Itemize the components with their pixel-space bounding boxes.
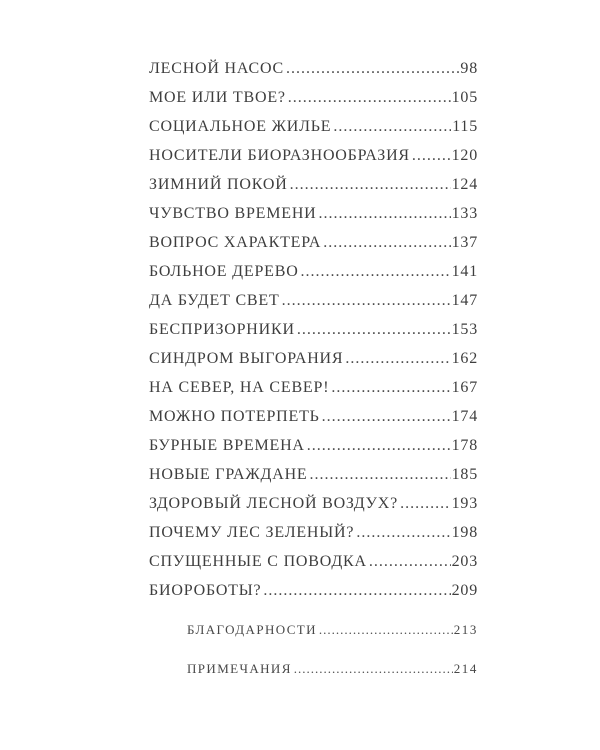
toc-entry-title: БУРНЫЕ ВРЕМЕНА <box>149 437 305 454</box>
toc-entry-page: 115 <box>452 118 478 135</box>
toc-entry-title: БОЛЬНОЕ ДЕРЕВО <box>149 263 299 280</box>
toc-entry: СОЦИАЛЬНОЕ ЖИЛЬЕ 115 <box>149 112 478 141</box>
toc-entry-page: 147 <box>451 292 478 309</box>
toc-entry: ЗИМНИЙ ПОКОЙ 124 <box>149 170 478 199</box>
toc-entry: МОЕ ИЛИ ТВОЕ? 105 <box>149 83 478 112</box>
toc-entry-page: 213 <box>453 622 478 637</box>
dot-leader <box>333 112 451 141</box>
table-of-contents: ЛЕСНОЙ НАСОС 98 МОЕ ИЛИ ТВОЕ? 105 СОЦИАЛ… <box>0 0 600 683</box>
toc-entry-page: 174 <box>451 408 478 425</box>
toc-entry-page: 203 <box>451 553 478 570</box>
toc-entry-page: 153 <box>451 321 478 338</box>
toc-entry-acknowledgments: БЛАГОДАРНОСТИ 213 <box>149 615 478 644</box>
dot-leader <box>282 286 451 315</box>
toc-entry-title: ЗДОРОВЫЙ ЛЕСНОЙ ВОЗДУХ? <box>149 495 399 512</box>
toc-entry: ВОПРОС ХАРАКТЕРА 137 <box>149 228 478 257</box>
dot-leader <box>288 83 451 112</box>
dot-leader <box>331 373 450 402</box>
dot-leader <box>290 170 451 199</box>
toc-entry-page: 185 <box>451 466 478 483</box>
toc-entry-title: ПОЧЕМУ ЛЕС ЗЕЛЕНЫЙ? <box>149 524 355 541</box>
toc-entry-title: НА СЕВЕР, НА СЕВЕР! <box>149 379 330 396</box>
dot-leader <box>412 141 451 170</box>
dot-leader <box>322 402 451 431</box>
toc-entry: БУРНЫЕ ВРЕМЕНА 178 <box>149 431 478 460</box>
dot-leader <box>400 489 451 518</box>
toc-entry-title: СИНДРОМ ВЫГОРАНИЯ <box>149 350 344 367</box>
toc-entry-page: 193 <box>451 495 478 512</box>
toc-entry-page: 214 <box>453 661 478 676</box>
dot-leader <box>301 257 451 286</box>
toc-entry: НА СЕВЕР, НА СЕВЕР! 167 <box>149 373 478 402</box>
toc-entry: ДА БУДЕТ СВЕТ 147 <box>149 286 478 315</box>
dot-leader <box>319 615 453 644</box>
toc-entry: ЗДОРОВЫЙ ЛЕСНОЙ ВОЗДУХ? 193 <box>149 489 478 518</box>
toc-entry: СПУЩЕННЫЕ С ПОВОДКА 203 <box>149 547 478 576</box>
toc-entry-page: 162 <box>451 350 478 367</box>
toc-entry: МОЖНО ПОТЕРПЕТЬ 174 <box>149 402 478 431</box>
dot-leader <box>319 199 451 228</box>
toc-entry-page: 178 <box>451 437 478 454</box>
toc-entry-title: ЛЕСНОЙ НАСОС <box>149 60 284 77</box>
toc-entry-notes: ПРИМЕЧАНИЯ 214 <box>149 654 478 683</box>
toc-entry-title: МОЖНО ПОТЕРПЕТЬ <box>149 408 320 425</box>
toc-entry-page: 120 <box>451 147 478 164</box>
dot-leader <box>345 344 450 373</box>
dot-leader <box>356 518 450 547</box>
toc-entry-title: СПУЩЕННЫЕ С ПОВОДКА <box>149 553 367 570</box>
toc-entry-title: СОЦИАЛЬНОЕ ЖИЛЬЕ <box>149 118 332 135</box>
toc-entry-title: ПРИМЕЧАНИЯ <box>187 661 292 676</box>
toc-entry-page: 141 <box>451 263 478 280</box>
toc-entry-page: 198 <box>451 524 478 541</box>
dot-leader <box>307 431 451 460</box>
dot-leader <box>263 576 450 605</box>
toc-entry-title: БЕСПРИЗОРНИКИ <box>149 321 295 338</box>
toc-entry-page: 124 <box>451 176 478 193</box>
toc-entry-title: ЗИМНИЙ ПОКОЙ <box>149 176 288 193</box>
dot-leader <box>297 315 451 344</box>
toc-entry-page: 167 <box>451 379 478 396</box>
toc-entry: БОЛЬНОЕ ДЕРЕВО 141 <box>149 257 478 286</box>
dot-leader <box>294 654 453 683</box>
toc-entry-page: 137 <box>451 234 478 251</box>
toc-entry-title: ВОПРОС ХАРАКТЕРА <box>149 234 322 251</box>
toc-entry-title: БЛАГОДАРНОСТИ <box>187 622 317 637</box>
toc-entry-title: БИОРОБОТЫ? <box>149 582 262 599</box>
dot-leader <box>323 228 450 257</box>
dot-leader <box>286 54 459 83</box>
toc-entry: НОВЫЕ ГРАЖДАНЕ 185 <box>149 460 478 489</box>
toc-entry-page: 98 <box>460 60 478 77</box>
dot-leader <box>310 460 451 489</box>
toc-entry: БЕСПРИЗОРНИКИ 153 <box>149 315 478 344</box>
toc-entry-page: 105 <box>451 89 478 106</box>
toc-entry: ЛЕСНОЙ НАСОС 98 <box>149 54 478 83</box>
toc-entry: БИОРОБОТЫ? 209 <box>149 576 478 605</box>
toc-entry: СИНДРОМ ВЫГОРАНИЯ 162 <box>149 344 478 373</box>
toc-entry-title: ДА БУДЕТ СВЕТ <box>149 292 280 309</box>
dot-leader <box>369 547 451 576</box>
toc-entry: ЧУВСТВО ВРЕМЕНИ 133 <box>149 199 478 228</box>
toc-entry-title: НОВЫЕ ГРАЖДАНЕ <box>149 466 308 483</box>
toc-entry-page: 209 <box>451 582 478 599</box>
toc-entry-title: МОЕ ИЛИ ТВОЕ? <box>149 89 286 106</box>
toc-entry: НОСИТЕЛИ БИОРАЗНООБРАЗИЯ 120 <box>149 141 478 170</box>
toc-entry-page: 133 <box>451 205 478 222</box>
toc-entry-title: НОСИТЕЛИ БИОРАЗНООБРАЗИЯ <box>149 147 410 164</box>
toc-entry: ПОЧЕМУ ЛЕС ЗЕЛЕНЫЙ? 198 <box>149 518 478 547</box>
toc-entry-title: ЧУВСТВО ВРЕМЕНИ <box>149 205 317 222</box>
